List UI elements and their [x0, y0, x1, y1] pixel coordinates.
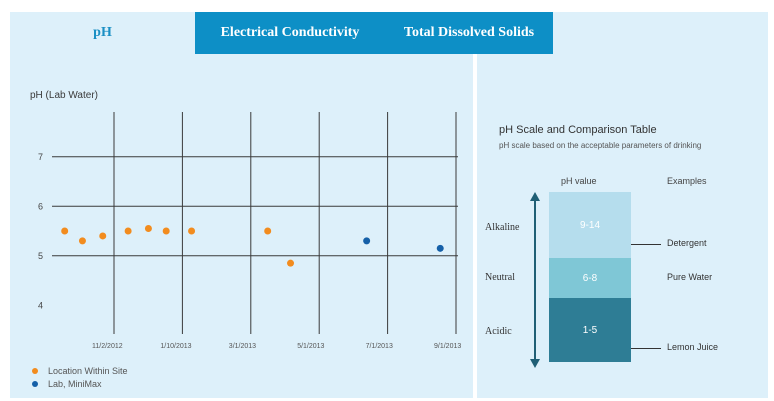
category-alkaline: Alkaline	[485, 222, 520, 233]
legend-item-lab[interactable]: Lab, MiniMax	[32, 377, 128, 390]
alkaline-value: 9-14	[579, 219, 600, 231]
x-tick-label: 11/2/2012	[92, 343, 123, 350]
category-neutral: Neutral	[485, 272, 515, 283]
data-point	[61, 227, 69, 235]
acidic-value: 1-5	[582, 324, 598, 336]
x-tick-label: 5/1/2013	[297, 343, 324, 350]
ph-chart-panel: pH (Lab Water) 7 6 5 4 11/2/2012 1/10/2013 3/1…	[10, 54, 472, 398]
ph-scale-panel: pH Scale and Comparison Table pH scale b…	[477, 54, 768, 398]
double-arrow-icon	[530, 192, 540, 368]
x-tick-label: 1/10/2013	[160, 343, 191, 350]
data-point	[144, 225, 152, 233]
chart-legend: Location Within Site Lab, MiniMax	[32, 364, 128, 390]
x-tick-label: 7/1/2013	[366, 343, 393, 350]
tab-electrical-conductivity[interactable]: Electrical Conductivity	[195, 12, 385, 54]
category-acidic: Acidic	[485, 326, 512, 337]
panel-divider	[473, 54, 477, 398]
neutral-block: 6-8	[549, 258, 631, 298]
scale-subtitle: pH scale based on the acceptable paramet…	[499, 141, 702, 150]
tab-ph[interactable]: pH	[10, 12, 195, 54]
legend-item-location[interactable]: Location Within Site	[32, 364, 128, 377]
y-tick-label: 5	[38, 251, 43, 261]
tab-bar: pH Electrical Conductivity Total Dissolv…	[10, 12, 768, 54]
data-point	[78, 237, 86, 245]
dashboard-frame: pH Electrical Conductivity Total Dissolv…	[10, 12, 768, 398]
alkaline-block: 9-14	[549, 192, 631, 258]
data-point	[99, 232, 107, 240]
acidic-block: 1-5	[549, 298, 631, 362]
data-point	[436, 244, 444, 252]
col-head-scale: pH value	[561, 176, 597, 186]
x-tick-label: 9/1/2013	[434, 343, 461, 350]
data-point	[264, 227, 272, 235]
y-axis-title: pH (Lab Water)	[30, 90, 98, 101]
example-alkaline: Detergent	[667, 238, 707, 248]
neutral-value: 6-8	[582, 272, 598, 284]
legend-dot-blue	[32, 380, 38, 387]
example-leader-line	[631, 244, 661, 245]
legend-dot-orange	[32, 367, 38, 374]
data-point	[287, 259, 295, 267]
col-head-examples: Examples	[667, 176, 707, 186]
data-point	[188, 227, 196, 235]
legend-label: Lab, MiniMax	[48, 378, 102, 389]
x-tick-label: 3/1/2013	[229, 343, 256, 350]
data-point	[162, 227, 170, 235]
ph-scatter-chart: 7 6 5 4 11/2/2012 1/10/2013 3/1/2013 5/1/2013 7/…	[38, 112, 461, 350]
example-acidic: Lemon Juice	[667, 342, 719, 352]
y-tick-label: 4	[38, 300, 43, 310]
legend-label: Location Within Site	[48, 365, 128, 376]
scale-title: pH Scale and Comparison Table	[499, 124, 657, 136]
data-point	[363, 237, 371, 245]
data-point	[124, 227, 132, 235]
tab-total-dissolved-solids[interactable]: Total Dissolved Solids	[385, 12, 553, 54]
y-tick-label: 7	[38, 152, 43, 162]
y-tick-label: 6	[38, 201, 43, 211]
example-leader-line	[631, 348, 661, 349]
example-neutral: Pure Water	[667, 272, 713, 282]
